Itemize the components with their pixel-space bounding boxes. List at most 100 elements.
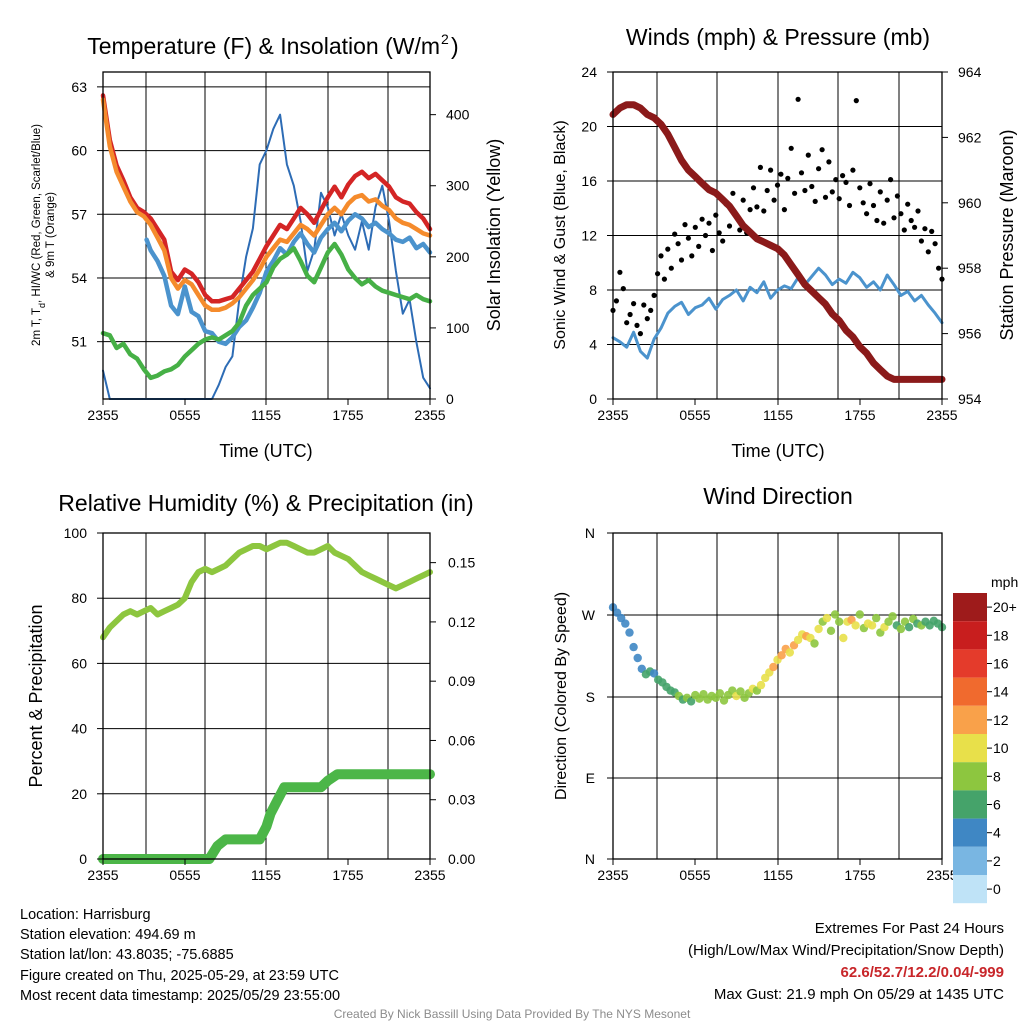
winds-gust-point: [648, 307, 654, 313]
winds-gust-point: [826, 159, 832, 165]
legend-label: 2: [993, 853, 1001, 869]
wind-direction-point: [715, 689, 725, 698]
winds-gust-point: [644, 316, 650, 322]
temperature-ylabel-line2: & 9m T (Orange): [45, 192, 57, 278]
winds-gust-point: [709, 247, 716, 254]
wind-direction-point: [621, 619, 630, 628]
winds-gust-point: [764, 187, 770, 194]
legend-label: 6: [993, 797, 1001, 813]
wind-direction-point: [736, 687, 745, 696]
wind_direction-xtick-label: 1155: [763, 867, 793, 883]
legend-swatch: [953, 762, 987, 791]
winds-gust-point: [833, 177, 839, 183]
winds-gust-point: [891, 215, 897, 221]
legend-swatch: [953, 705, 987, 734]
winds-gust-point: [702, 232, 709, 239]
temperature-xtick-label: 1755: [332, 407, 363, 423]
wind_direction-frame: [656, 533, 900, 859]
winds-ytick-label: 20: [581, 119, 597, 135]
winds-gust-point: [668, 265, 674, 271]
temperature-title-part1: Temperature (F) & Insolation (W/m: [87, 33, 440, 59]
winds-gust-point: [918, 238, 925, 244]
humidity-xtick-label: 0555: [169, 867, 200, 883]
wind-direction-point: [888, 612, 897, 621]
extremes-title: Extremes For Past 24 Hours: [814, 920, 1004, 937]
legend-swatch: [953, 593, 987, 622]
winds-gust-point: [726, 223, 733, 229]
humidity-ytick-label: 40: [71, 721, 87, 737]
legend-label: 12: [993, 712, 1009, 728]
winds-gust-point: [678, 257, 685, 263]
winds-gust-point: [788, 145, 794, 151]
humidity-y2tick-label: 0.00: [448, 851, 475, 867]
winds-gust-point: [624, 320, 630, 326]
winds-gust-point: [785, 175, 791, 181]
humidity-xtick-label: 2355: [87, 867, 118, 883]
winds-pressure-line: [609, 101, 946, 383]
winds-gust-point: [637, 331, 644, 337]
temperature-ytick-label: 54: [71, 270, 87, 286]
temperature-xtick-label: 0555: [169, 407, 200, 423]
temperature-series-line: [100, 97, 433, 313]
legend-swatch: [953, 734, 987, 763]
wind_direction-xtick-label: 2355: [597, 867, 628, 883]
wind-direction-point: [826, 626, 836, 635]
recent-timestamp: Most recent data timestamp: 2025/05/29 2…: [20, 987, 341, 1004]
extremes-subtitle: (High/Low/Max Wind/Precipitation/Snow De…: [688, 942, 1004, 959]
winds-gust-point: [613, 298, 620, 304]
humidity-xtick-label: 1755: [332, 867, 363, 883]
winds-gust-point: [809, 183, 815, 190]
winds-gust-point: [805, 152, 811, 158]
wind-direction-point: [810, 639, 819, 648]
winds-gust-point: [620, 286, 626, 292]
winds-gust-point: [884, 197, 890, 203]
wind-direction-ytick-label: N: [585, 851, 595, 867]
temperature-ytick-label: 51: [71, 334, 87, 350]
humidity-ytick-label: 20: [71, 786, 87, 802]
wind-direction-point: [904, 623, 914, 632]
winds-gust-point: [802, 187, 808, 194]
winds-gust-point: [812, 198, 818, 204]
winds-y2tick-label: 964: [958, 64, 982, 80]
winds-gust-point: [901, 227, 907, 233]
winds-gust-point: [853, 98, 859, 104]
winds-y2tick-label: 962: [958, 129, 982, 145]
temperature-ytick-label: 63: [71, 79, 87, 95]
winds-ytick-label: 12: [581, 228, 597, 244]
winds-gust-point: [778, 171, 784, 177]
humidity-ytick-label: 0: [79, 851, 87, 867]
wind-direction-point: [649, 669, 659, 678]
wind-direction-point: [830, 610, 840, 619]
winds-gust-point: [867, 181, 873, 187]
winds-gust-point: [665, 246, 671, 252]
winds-gust-point: [936, 265, 942, 271]
humidity-precip-line: [98, 769, 435, 864]
legend-label: 18: [993, 627, 1009, 643]
winds-gust-point: [929, 228, 935, 234]
winds-sonic-line: [611, 266, 944, 360]
wind-direction-point: [769, 662, 778, 672]
wind_direction-xtick-label: 2355: [926, 867, 957, 883]
legend-swatch: [953, 818, 987, 847]
winds-gust-point: [696, 243, 702, 249]
winds-gust-point: [699, 216, 705, 222]
winds-gust-point: [634, 322, 640, 328]
humidity-title: Relative Humidity (%) & Precipitation (i…: [58, 490, 473, 516]
winds-gust-point: [631, 301, 637, 307]
legend-swatch: [953, 649, 987, 678]
winds-gust-point: [840, 173, 846, 179]
winds-gust-point: [730, 190, 736, 196]
winds-gust-point: [757, 164, 764, 170]
winds-gust-point: [932, 241, 938, 247]
winds-gust-point: [685, 235, 692, 241]
winds-gust-point: [898, 211, 904, 217]
humidity-rh-line: [100, 539, 433, 641]
station-location: Location: Harrisburg: [20, 907, 151, 923]
winds-y2tick-label: 954: [958, 391, 982, 407]
temperature-y2tick-label: 400: [446, 107, 470, 123]
temperature-y2tick-label: 100: [446, 320, 470, 336]
winds-gust-point: [641, 302, 647, 308]
winds-gust-point: [754, 204, 760, 210]
winds-gust-point: [682, 222, 688, 228]
